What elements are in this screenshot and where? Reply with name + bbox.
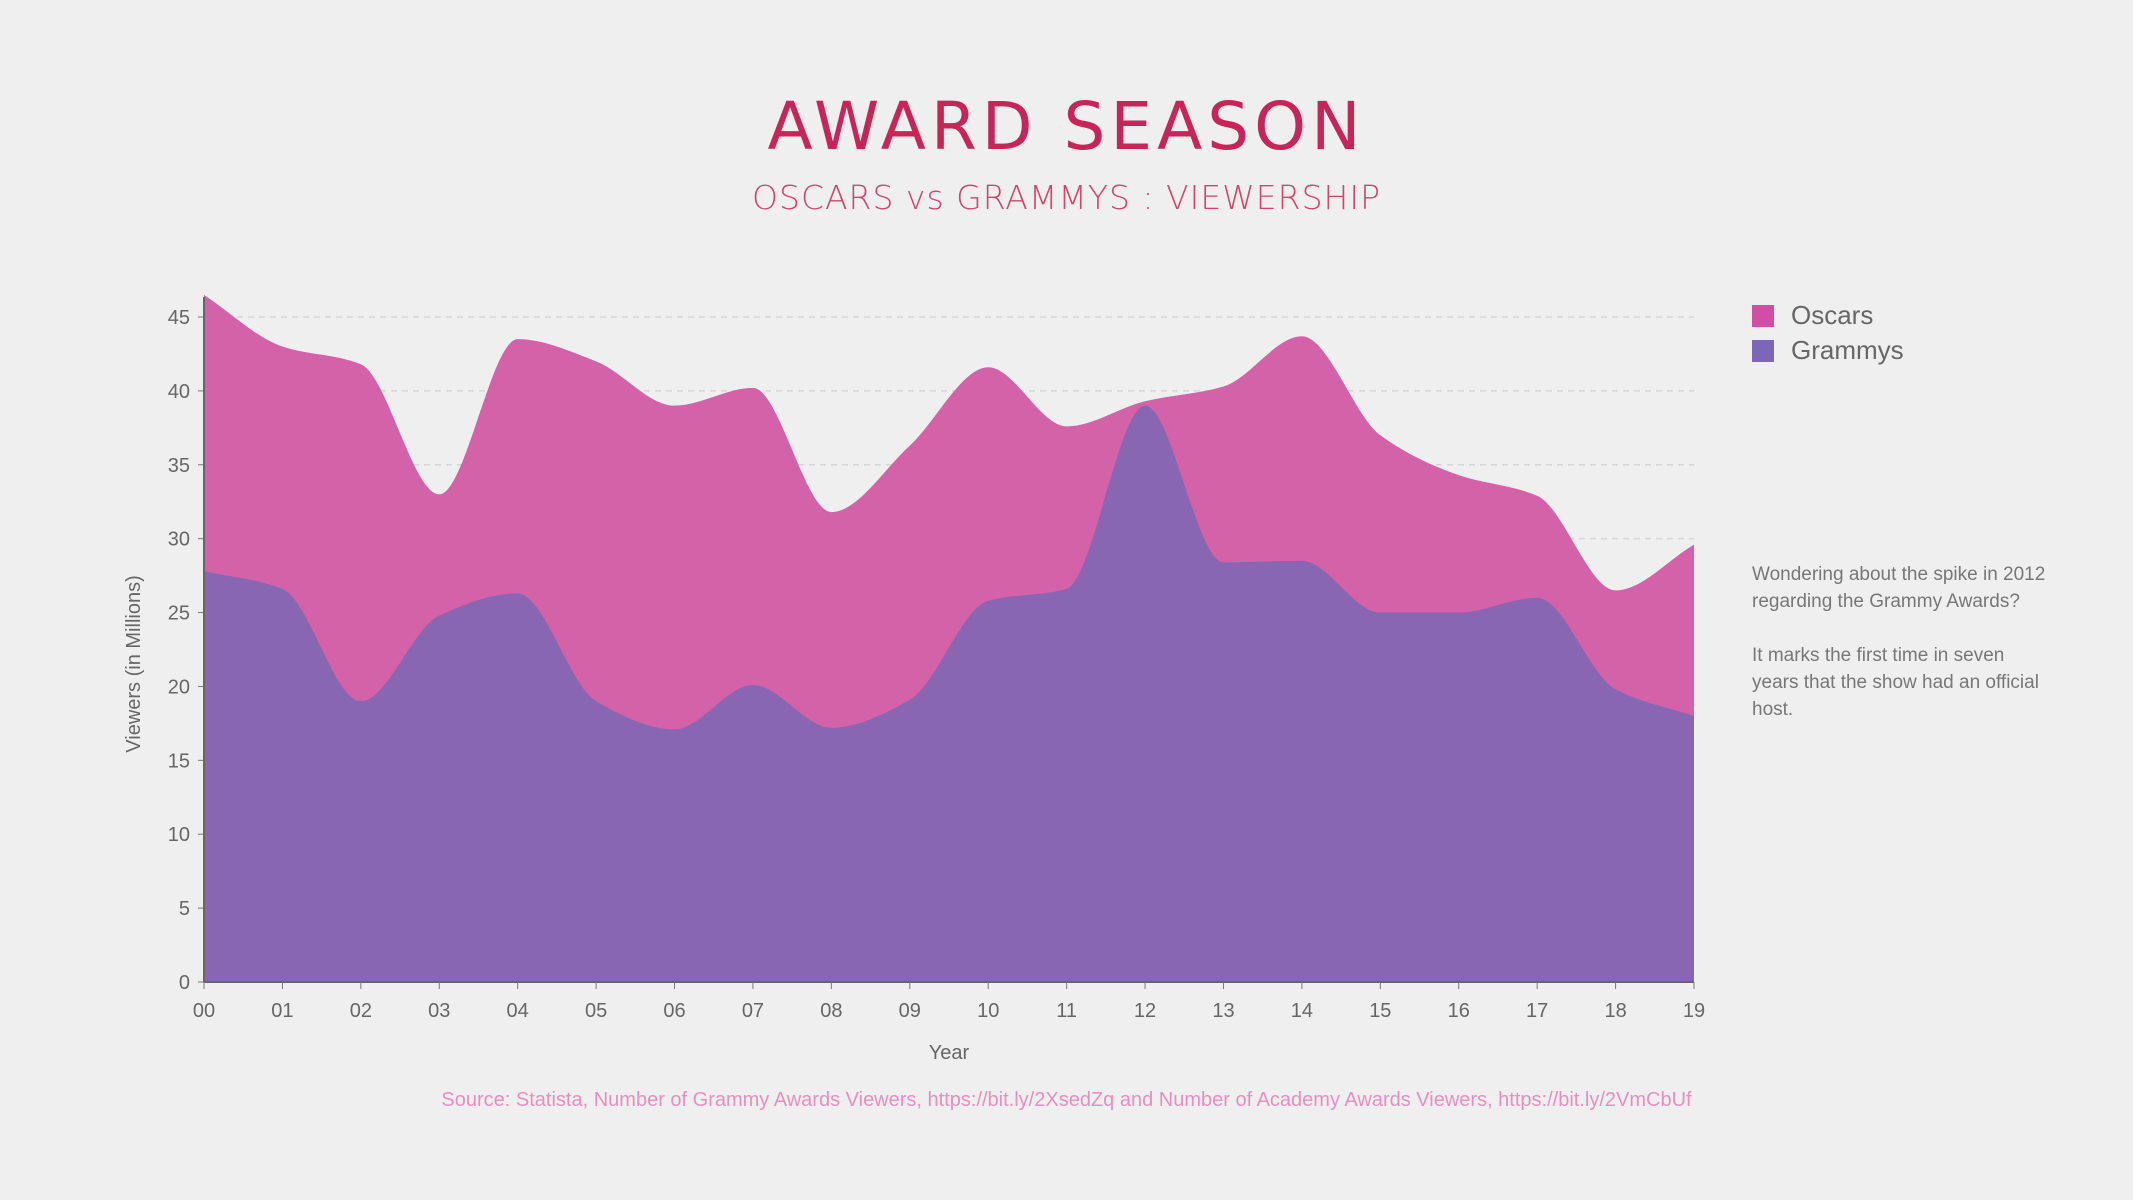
x-tick-label: 06 (663, 1000, 685, 1022)
x-tick-label: 04 (507, 1000, 529, 1022)
y-tick-label: 45 (168, 307, 190, 329)
legend-label: Oscars (1791, 300, 1874, 330)
legend-item-oscars: Oscars (1752, 300, 1873, 331)
x-tick-label: 09 (899, 1000, 921, 1022)
y-tick-label: 30 (168, 529, 190, 551)
x-tick-label: 14 (1291, 1000, 1313, 1022)
y-tick-label: 40 (168, 381, 190, 403)
y-tick-label: 0 (179, 972, 190, 994)
chart-title: AWARD SEASON (767, 88, 1366, 165)
legend-label: Grammys (1791, 335, 1904, 365)
y-axis-label: Viewers (in Millions) (123, 575, 145, 752)
annotation-line: It marks the first time in seven years t… (1752, 645, 2039, 720)
x-tick-label: 10 (977, 1000, 999, 1022)
x-tick-label: 01 (271, 1000, 293, 1022)
legend-item-grammys: Grammys (1752, 335, 1904, 366)
x-tick-label: 07 (742, 1000, 764, 1022)
x-tick-label: 18 (1604, 1000, 1626, 1022)
x-tick-label: 02 (350, 1000, 372, 1022)
x-tick-label: 00 (193, 1000, 215, 1022)
source-note: Source: Statista, Number of Grammy Award… (441, 1089, 1692, 1111)
y-tick-label: 15 (168, 750, 190, 772)
x-tick-label: 05 (585, 1000, 607, 1022)
x-tick-label: 16 (1448, 1000, 1470, 1022)
x-tick-label: 15 (1369, 1000, 1391, 1022)
area-grammys (204, 405, 1694, 983)
x-tick-label: 03 (428, 1000, 450, 1022)
y-tick-label: 20 (168, 676, 190, 698)
x-tick-label: 11 (1056, 1000, 1077, 1022)
x-tick-label: 12 (1134, 1000, 1156, 1022)
x-tick-label: 13 (1212, 1000, 1234, 1022)
annotation: Wondering about the spike in 2012 regard… (1752, 561, 2052, 750)
chart-subtitle: OSCARS vs GRAMMYS : VIEWERSHIP (752, 178, 1381, 217)
x-tick-label: 19 (1683, 1000, 1705, 1022)
x-tick-label: 17 (1526, 1000, 1548, 1022)
y-tick-label: 25 (168, 603, 190, 625)
grammys-swatch (1752, 339, 1774, 362)
y-tick-label: 35 (168, 455, 190, 477)
x-tick-label: 08 (820, 1000, 842, 1022)
oscars-swatch (1752, 304, 1774, 327)
y-tick-label: 5 (179, 898, 190, 920)
x-axis-label: Year (929, 1042, 970, 1064)
y-tick-label: 10 (168, 824, 190, 846)
annotation-line: Wondering about the spike in 2012 regard… (1752, 564, 2046, 612)
